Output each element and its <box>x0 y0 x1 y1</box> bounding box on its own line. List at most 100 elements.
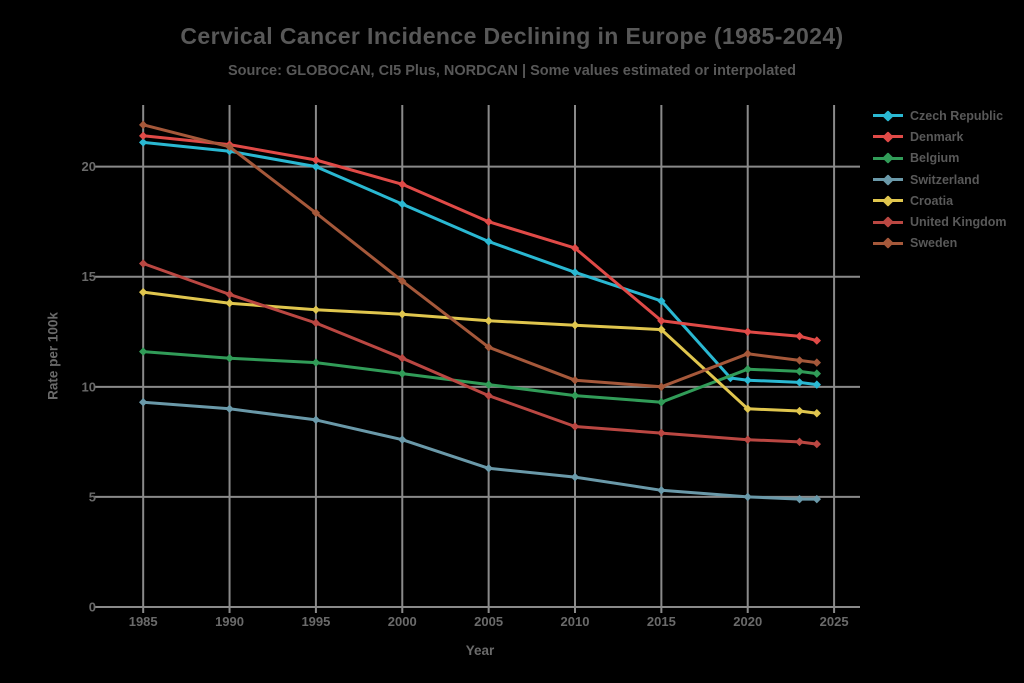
legend-label: Czech Republic <box>910 108 1004 123</box>
data-point-marker <box>657 398 666 407</box>
data-point-marker <box>398 435 407 444</box>
legend-line-marker-icon <box>873 152 903 164</box>
data-point-marker <box>795 331 804 341</box>
data-point-marker <box>743 327 752 336</box>
data-point-marker <box>812 369 822 378</box>
data-point-marker <box>795 437 804 447</box>
data-point-marker <box>795 406 804 416</box>
y-tick-label: 10 <box>82 379 96 394</box>
data-point-marker <box>311 415 321 425</box>
legend-label: Denmark <box>910 129 964 144</box>
x-tick-label: 2000 <box>388 614 417 629</box>
data-point-marker <box>398 369 407 378</box>
data-point-marker <box>657 316 666 325</box>
x-tick-label: 2020 <box>733 614 762 629</box>
data-point-marker <box>570 320 580 330</box>
data-point-marker <box>570 268 580 277</box>
y-axis-title: Rate per 100k <box>45 312 61 400</box>
data-point-marker <box>311 155 321 165</box>
chart-subtitle: Source: GLOBOCAN, CI5 Plus, NORDCAN | So… <box>227 63 797 79</box>
data-point-marker <box>138 398 148 407</box>
x-tick-label: 2010 <box>561 614 590 629</box>
legend-label: Sweden <box>910 236 958 251</box>
data-point-marker <box>795 378 804 387</box>
data-point-marker <box>570 243 580 253</box>
data-point-marker <box>311 305 321 314</box>
legend-line-marker-icon <box>873 109 903 122</box>
data-point-marker <box>812 409 822 418</box>
data-point-marker <box>795 367 804 376</box>
series-sweden <box>138 120 822 392</box>
series-croatia <box>138 287 822 418</box>
legend-label: Belgium <box>910 151 960 166</box>
data-point-marker <box>225 404 234 414</box>
data-point-marker <box>138 131 148 141</box>
data-point-marker <box>657 296 666 306</box>
data-point-marker <box>812 358 822 367</box>
legend-line-marker-icon <box>873 173 903 186</box>
legend-label: Croatia <box>910 193 954 208</box>
data-point-marker <box>311 358 321 367</box>
data-point-marker <box>743 349 752 358</box>
legend-item-croatia: Croatia <box>873 190 1007 211</box>
data-point-marker <box>743 435 752 444</box>
data-point-marker <box>398 276 407 286</box>
legend-item-switzerland: Switzerland <box>873 169 1007 190</box>
x-tick-label: 2015 <box>647 614 676 629</box>
legend-label: United Kingdom <box>910 215 1007 230</box>
y-tick-label: 5 <box>89 489 96 504</box>
data-point-marker <box>225 142 234 152</box>
data-point-marker <box>570 472 580 482</box>
legend-item-united-kingdom: United Kingdom <box>873 211 1007 232</box>
data-point-marker <box>311 208 321 218</box>
data-point-marker <box>812 439 822 449</box>
legend-label: Switzerland <box>910 172 980 187</box>
legend-item-denmark: Denmark <box>873 126 1007 147</box>
legend-item-sweden: Sweden <box>873 233 1007 254</box>
tick-labels: 0 5 10 15 20 1985 1990 1995 2000 2005 2010 2015 2020… <box>82 159 849 629</box>
data-point-marker <box>138 347 148 356</box>
data-point-marker <box>311 162 321 171</box>
data-point-marker <box>398 309 407 319</box>
data-point-marker <box>484 391 493 400</box>
data-point-marker <box>398 180 407 189</box>
data-point-marker <box>795 494 804 504</box>
data-point-marker <box>795 356 804 365</box>
data-point-marker <box>484 342 493 352</box>
data-point-marker <box>484 380 493 389</box>
data-point-marker <box>743 404 752 414</box>
data-point-marker <box>570 391 580 400</box>
x-axis-title: Year <box>465 643 495 658</box>
data-point-marker <box>743 365 752 374</box>
series-czech-republic <box>138 138 822 389</box>
data-point-marker <box>812 336 822 345</box>
data-point-marker <box>812 380 822 389</box>
data-point-marker <box>570 376 580 385</box>
data-point-marker <box>311 318 321 328</box>
data-point-marker <box>570 422 580 431</box>
series-united-kingdom <box>138 259 822 449</box>
data-point-marker <box>657 382 666 392</box>
y-tick-label: 15 <box>82 269 96 284</box>
data-point-marker <box>138 138 148 147</box>
x-tick-label: 1985 <box>129 614 158 629</box>
data-point-marker <box>398 199 407 209</box>
x-tick-label: 1995 <box>301 614 330 629</box>
data-point-marker <box>138 120 148 130</box>
x-tick-label: 2005 <box>474 614 503 629</box>
data-point-marker <box>484 237 493 246</box>
data-point-marker <box>225 290 234 299</box>
x-tick-marks <box>142 607 836 613</box>
data-point-marker <box>484 316 493 325</box>
data-point-marker <box>225 298 234 308</box>
legend-line-marker-icon <box>873 237 903 250</box>
legend-line-marker-icon <box>873 195 903 207</box>
data-point-marker <box>743 492 752 502</box>
y-tick-label: 20 <box>82 159 96 174</box>
data-point-marker <box>657 486 666 495</box>
x-tick-label: 1990 <box>215 614 244 629</box>
legend-line-marker-icon <box>873 131 903 143</box>
data-point-marker <box>138 259 148 268</box>
